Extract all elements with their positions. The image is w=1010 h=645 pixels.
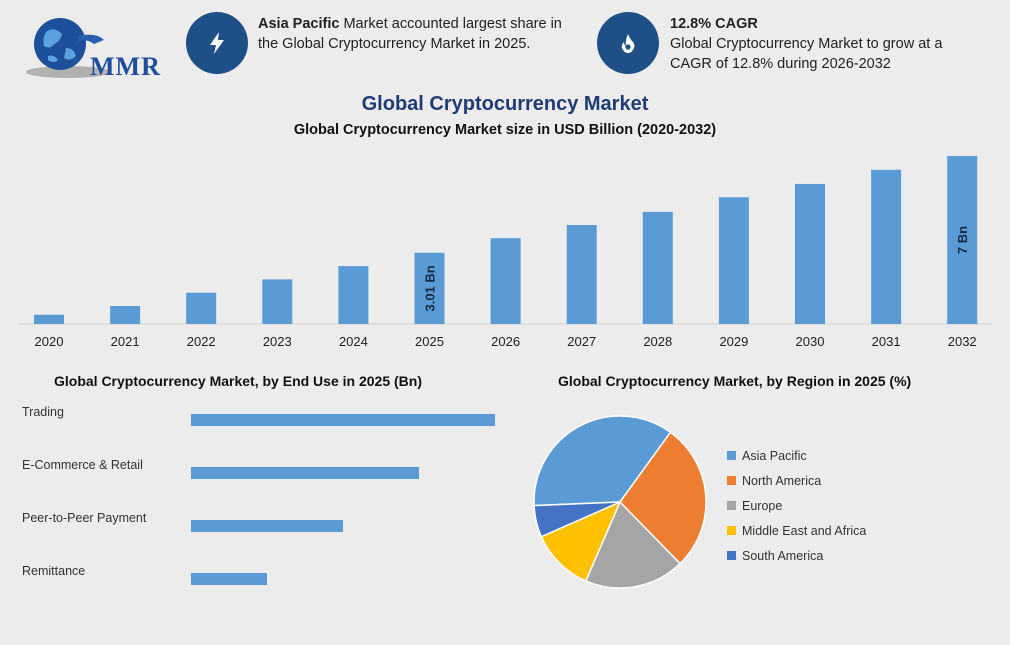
legend-swatch — [727, 451, 736, 460]
x-tick-label: 2031 — [872, 334, 901, 349]
region-legend: Asia Pacific North America Europe Middle Ea… — [727, 443, 866, 568]
x-tick-label: 2024 — [339, 334, 368, 349]
region-pie-chart — [533, 415, 707, 589]
pie-slice — [533, 415, 672, 507]
bar-data-label: 3.01 Bn — [423, 265, 438, 311]
end-use-bar — [191, 414, 495, 426]
end-use-bar — [191, 573, 267, 585]
legend-label: Asia Pacific — [742, 448, 807, 463]
region-chart-title: Global Cryptocurrency Market, by Region … — [558, 373, 912, 389]
x-tick-label: 2022 — [187, 334, 216, 349]
globe-icon — [26, 18, 110, 78]
end-use-chart-title: Global Cryptocurrency Market, by End Use… — [54, 373, 422, 389]
x-tick-label: 2023 — [263, 334, 292, 349]
lightning-icon — [186, 12, 248, 74]
end-use-label: E-Commerce & Retail — [22, 458, 143, 472]
legend-label: South America — [742, 548, 824, 563]
pie-slice — [533, 501, 621, 538]
bar-2022 — [186, 292, 217, 324]
legend-item: Middle East and Africa — [727, 518, 866, 543]
legend-swatch — [727, 526, 736, 535]
info-cagr: 12.8% CAGR Global Cryptocurrency Market … — [670, 14, 1000, 74]
end-use-label: Trading — [22, 405, 64, 419]
info-line: CAGR of 12.8% during 2026-2032 — [670, 56, 891, 72]
bar-2028 — [642, 211, 673, 324]
legend-label: Europe — [742, 498, 783, 513]
main-title: Global Cryptocurrency Market — [361, 93, 649, 115]
bar-2020 — [34, 314, 64, 324]
bar-2027 — [566, 225, 597, 324]
bar-data-label: 7 Bn — [955, 226, 970, 254]
info-bold: 12.8% CAGR — [670, 16, 758, 32]
legend-label: Middle East and Africa — [742, 523, 867, 538]
legend-item: South America — [727, 543, 866, 568]
info-line: Market accounted largest share in — [339, 16, 562, 32]
bar-2021 — [110, 305, 141, 324]
legend-item: Europe — [727, 493, 866, 518]
info-line: the Global Cryptocurrency Market in 2025… — [258, 36, 531, 52]
x-tick-label: 2029 — [719, 334, 748, 349]
info-bold: Asia Pacific — [258, 16, 340, 32]
legend-swatch — [727, 476, 736, 485]
x-tick-label: 2030 — [796, 334, 825, 349]
bar-chart-title: Global Cryptocurrency Market size in USD… — [293, 122, 717, 138]
legend-item: Asia Pacific — [727, 443, 866, 468]
bar-2031 — [871, 169, 902, 324]
x-tick-label: 2020 — [35, 334, 64, 349]
legend-label: North America — [742, 473, 822, 488]
end-use-label: Remittance — [22, 564, 86, 578]
bar-2023 — [262, 279, 293, 324]
end-use-bar-chart: Trading E-Commerce & Retail Peer-to-Peer P… — [0, 400, 520, 600]
x-tick-label: 2027 — [567, 334, 596, 349]
x-tick-label: 2021 — [111, 334, 140, 349]
bar-2032 — [947, 156, 978, 324]
info-line: Global Cryptocurrency Market to grow at … — [670, 36, 943, 52]
x-tick-label: 2025 — [415, 334, 444, 349]
market-size-bar-chart: 2020 2021 2022 2023 2024 2025 3.01 Bn 2026 2027 2… — [18, 156, 992, 349]
flame-icon — [597, 12, 659, 74]
bar-2029 — [718, 197, 749, 324]
mmr-logo: MMR — [18, 14, 161, 84]
end-use-bar — [191, 520, 343, 532]
bar-2026 — [490, 238, 521, 324]
legend-swatch — [727, 551, 736, 560]
logo-text: MMR — [90, 52, 161, 81]
pie-slice — [584, 500, 682, 589]
x-tick-label: 2028 — [643, 334, 672, 349]
pie-slice — [619, 431, 707, 565]
info-asia-pacific: Asia Pacific Market accounted largest sh… — [258, 14, 588, 54]
bar-2024 — [338, 266, 369, 324]
legend-item: North America — [727, 468, 866, 493]
end-use-bar — [191, 467, 419, 479]
legend-swatch — [727, 501, 736, 510]
bar-2025 — [414, 252, 445, 324]
end-use-label: Peer-to-Peer Payment — [22, 511, 147, 525]
pie-slice — [540, 500, 622, 582]
bar-2030 — [795, 183, 825, 324]
x-tick-label: 2032 — [948, 334, 977, 349]
x-tick-label: 2026 — [491, 334, 520, 349]
